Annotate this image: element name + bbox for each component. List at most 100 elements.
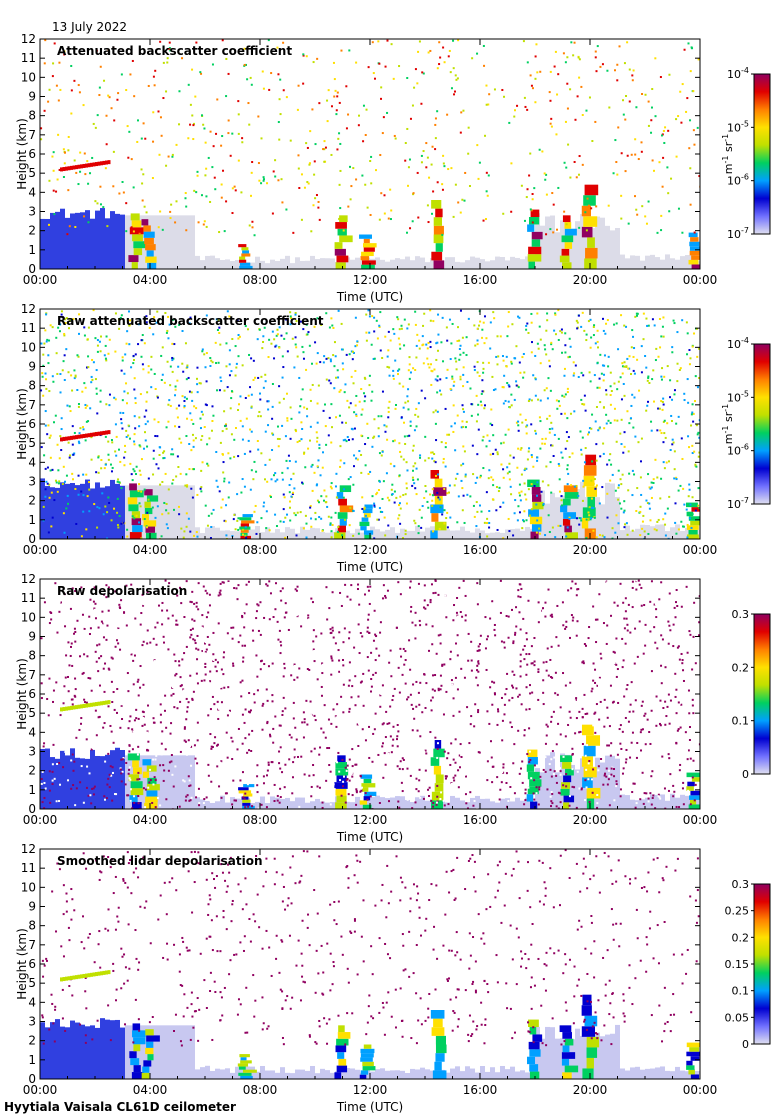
signal-speck bbox=[356, 344, 359, 347]
cloud-cell bbox=[527, 254, 542, 262]
signal-speck bbox=[101, 492, 104, 495]
signal-speck bbox=[454, 676, 457, 679]
signal-speck bbox=[154, 806, 157, 809]
signal-speck bbox=[174, 425, 177, 428]
signal-speck bbox=[612, 650, 615, 653]
cloud-cell bbox=[142, 514, 149, 521]
heatmap-layer bbox=[40, 579, 700, 809]
y-tick-label: 11 bbox=[21, 51, 36, 65]
signal-speck bbox=[165, 331, 168, 334]
signal-speck bbox=[62, 465, 65, 468]
signal-speck bbox=[671, 346, 674, 349]
signal-speck bbox=[430, 583, 433, 586]
signal-speck bbox=[533, 649, 536, 652]
signal-speck bbox=[441, 316, 444, 319]
signal-speck bbox=[342, 683, 345, 686]
signal-speck bbox=[79, 615, 82, 618]
signal-speck bbox=[501, 88, 504, 91]
signal-speck bbox=[509, 772, 512, 775]
signal-speck bbox=[551, 792, 554, 795]
signal-speck bbox=[223, 519, 226, 522]
signal-speck bbox=[141, 199, 144, 202]
signal-speck bbox=[557, 309, 560, 312]
signal-speck bbox=[208, 643, 211, 646]
signal-speck bbox=[575, 806, 578, 809]
profile-column bbox=[540, 772, 545, 809]
signal-speck bbox=[258, 328, 261, 331]
signal-speck bbox=[597, 765, 600, 768]
signal-speck bbox=[304, 466, 307, 469]
signal-speck bbox=[289, 437, 292, 440]
signal-speck bbox=[407, 388, 410, 391]
signal-speck bbox=[192, 122, 195, 125]
signal-speck bbox=[588, 96, 591, 99]
signal-speck bbox=[658, 722, 661, 725]
signal-speck bbox=[628, 355, 631, 358]
signal-speck bbox=[178, 323, 181, 326]
signal-speck bbox=[485, 603, 488, 606]
signal-speck bbox=[305, 55, 308, 58]
signal-speck bbox=[138, 444, 141, 447]
profile-column bbox=[395, 258, 400, 269]
signal-speck bbox=[443, 599, 446, 602]
signal-speck bbox=[272, 474, 275, 477]
signal-speck bbox=[276, 46, 279, 49]
cloud-cell bbox=[565, 532, 578, 539]
signal-speck bbox=[116, 688, 119, 691]
signal-speck bbox=[146, 445, 149, 448]
signal-speck bbox=[313, 325, 316, 328]
signal-speck bbox=[241, 137, 244, 140]
signal-speck bbox=[237, 641, 240, 644]
signal-speck bbox=[361, 408, 364, 411]
signal-speck bbox=[510, 493, 513, 496]
cloud-cell bbox=[689, 246, 700, 251]
signal-speck bbox=[174, 385, 177, 388]
signal-speck bbox=[348, 49, 351, 52]
signal-speck bbox=[52, 380, 55, 383]
signal-speck bbox=[64, 480, 67, 483]
signal-speck bbox=[674, 616, 677, 619]
profile-column bbox=[215, 258, 220, 269]
colorbar-exponent: -4 bbox=[741, 336, 749, 345]
signal-speck bbox=[89, 627, 92, 630]
cloud-cell bbox=[435, 774, 444, 784]
signal-speck bbox=[214, 629, 217, 632]
signal-speck bbox=[573, 160, 576, 163]
signal-speck bbox=[380, 415, 383, 418]
signal-speck bbox=[40, 389, 43, 392]
signal-speck bbox=[121, 181, 124, 184]
signal-speck bbox=[580, 453, 583, 456]
signal-speck bbox=[485, 522, 488, 525]
signal-speck bbox=[429, 731, 432, 734]
signal-speck bbox=[139, 473, 142, 476]
signal-speck bbox=[431, 613, 434, 616]
signal-speck bbox=[164, 579, 167, 582]
signal-speck bbox=[551, 676, 554, 679]
signal-speck bbox=[567, 472, 570, 475]
signal-speck bbox=[409, 580, 412, 583]
signal-speck bbox=[221, 498, 224, 501]
signal-speck bbox=[145, 596, 148, 599]
signal-speck bbox=[44, 424, 47, 427]
signal-speck bbox=[462, 385, 465, 388]
profile-column bbox=[120, 749, 125, 809]
signal-speck bbox=[60, 744, 63, 747]
signal-speck bbox=[387, 349, 390, 352]
signal-speck bbox=[301, 388, 304, 391]
signal-speck bbox=[332, 326, 335, 329]
signal-speck bbox=[182, 689, 185, 692]
signal-speck bbox=[604, 605, 607, 608]
signal-speck bbox=[473, 368, 476, 371]
cloud-cell bbox=[240, 523, 250, 527]
signal-speck bbox=[178, 404, 181, 407]
signal-speck bbox=[688, 446, 691, 449]
signal-speck bbox=[323, 355, 326, 358]
signal-speck bbox=[150, 386, 153, 389]
signal-speck bbox=[496, 451, 499, 454]
signal-speck bbox=[477, 177, 480, 180]
signal-speck bbox=[166, 329, 169, 332]
signal-speck bbox=[134, 397, 137, 400]
signal-speck bbox=[527, 786, 530, 789]
signal-speck bbox=[624, 118, 627, 121]
signal-speck bbox=[513, 398, 516, 401]
